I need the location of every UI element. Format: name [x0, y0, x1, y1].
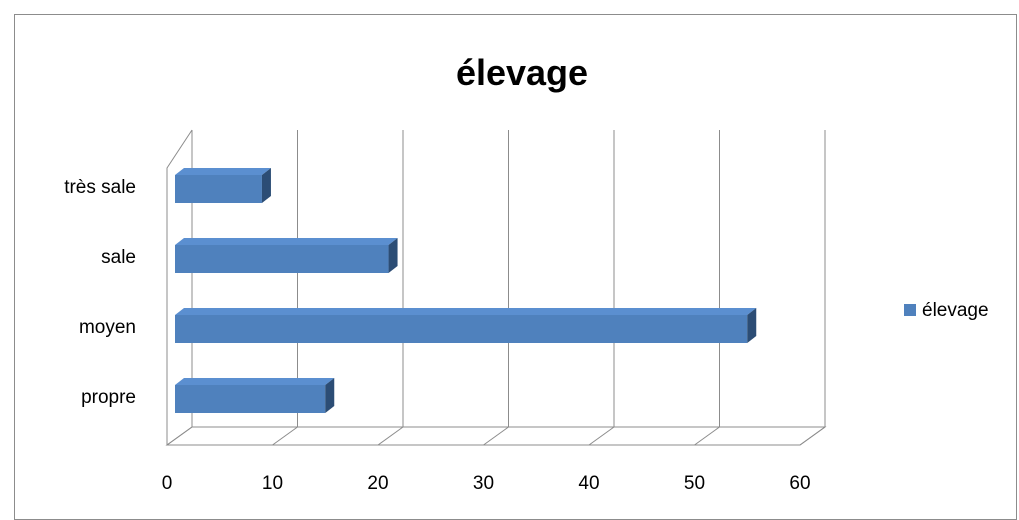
y-axis-categories: propre moyen sale très sale [64, 177, 136, 408]
bar-chart: élevage 0 10 20 30 40 50 60 propre moyen sale trè… [64, 52, 989, 494]
x-tick-label: 50 [684, 473, 705, 494]
chart-title: élevage [456, 52, 588, 93]
legend-label: élevage [922, 300, 989, 321]
gridline-floor [377, 426, 404, 446]
legend-swatch [904, 304, 916, 316]
x-axis-ticks: 0 10 20 30 40 50 60 [162, 473, 811, 494]
x-tick-label: 20 [367, 473, 388, 494]
y-category-label: propre [81, 387, 136, 408]
x-tick-label: 60 [789, 473, 810, 494]
bar [175, 308, 757, 343]
left-wall [166, 129, 193, 445]
gridlines [166, 130, 826, 446]
y-category-label: très sale [64, 177, 136, 198]
bar-front-face [175, 385, 326, 413]
bar-end-face [325, 378, 335, 413]
x-tick-label: 30 [473, 473, 494, 494]
bar-end-face [747, 308, 757, 343]
bar-front-face [175, 175, 262, 203]
x-tick-label: 0 [162, 473, 173, 494]
gridline-floor [799, 426, 826, 446]
gridline-floor [588, 426, 615, 446]
bar-end-face [261, 168, 271, 203]
x-tick-label: 10 [262, 473, 283, 494]
gridline-floor [694, 426, 720, 446]
bar-top-face [175, 238, 398, 245]
bar-top-face [175, 168, 271, 175]
gridline-floor [483, 426, 509, 446]
bar [175, 238, 398, 273]
bar [175, 168, 271, 203]
bar-top-face [175, 308, 757, 315]
legend: élevage [904, 300, 989, 321]
bar-top-face [175, 378, 335, 385]
gridline-floor [166, 426, 193, 446]
bar-front-face [175, 315, 748, 343]
x-tick-label: 40 [578, 473, 599, 494]
y-category-label: sale [101, 247, 136, 268]
bar-front-face [175, 245, 389, 273]
bar [175, 378, 335, 413]
gridline-floor [272, 426, 298, 446]
bars [175, 168, 757, 413]
bar-end-face [388, 238, 398, 273]
y-category-label: moyen [79, 317, 136, 338]
